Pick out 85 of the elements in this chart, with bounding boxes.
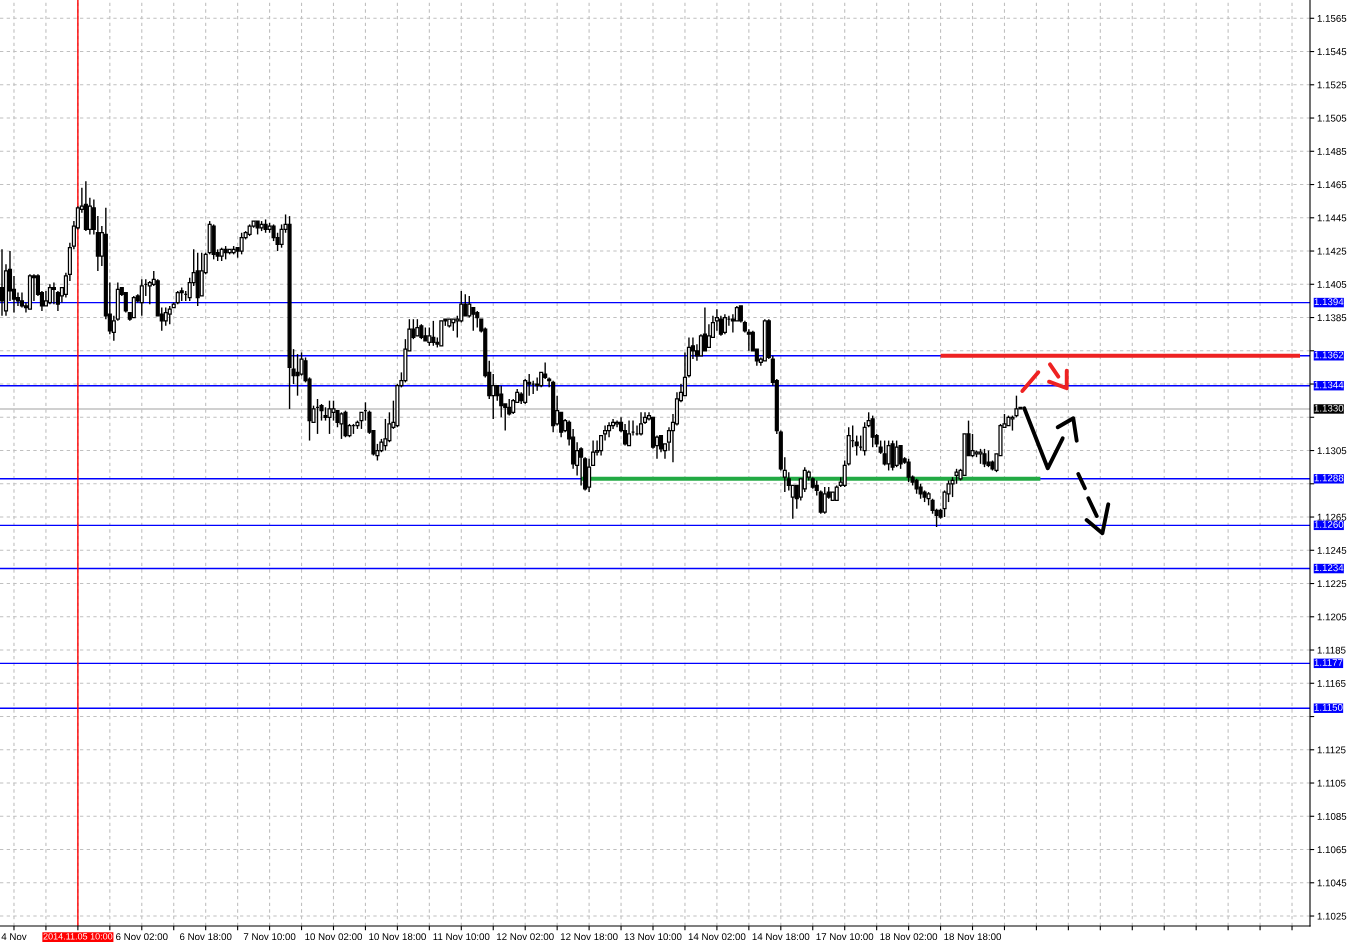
candlestick	[894, 439, 899, 468]
y-tick-label: 1.1505	[1317, 114, 1347, 122]
candlestick	[626, 419, 632, 447]
y-tick-label: 1.1165	[1317, 680, 1346, 687]
y-tick-label: 1.1225	[1317, 580, 1347, 588]
x-tick-label: 12 Nov 18:00	[560, 933, 618, 941]
candlestick	[698, 333, 703, 357]
candlestick	[239, 232, 244, 256]
y-tick-label: 1.1125	[1317, 746, 1346, 754]
candlestick	[499, 384, 504, 418]
candlestick	[970, 433, 975, 458]
y-tick-label: 1.1265	[1317, 513, 1347, 521]
y-tick-label: 1.1425	[1317, 247, 1347, 255]
candlestick	[702, 306, 707, 352]
ref-line-label: 1.1177	[1314, 659, 1343, 666]
candlestick	[890, 439, 895, 472]
candlestick	[427, 326, 432, 347]
candlestick	[886, 439, 891, 472]
y-tick-label: 1.1565	[1317, 15, 1347, 22]
x-tick-label: 7 Nov 10:00	[243, 933, 296, 941]
x-tick-label: 2014.11.05 10:00	[43, 933, 113, 940]
y-tick-label: 1.1065	[1317, 846, 1347, 854]
candlestick	[383, 418, 388, 452]
ref-line-label: 1.1362	[1314, 351, 1344, 359]
y-tick-label: 1.1245	[1317, 547, 1347, 554]
candlestick	[87, 197, 92, 236]
y-tick-label: 1.1045	[1317, 879, 1347, 887]
y-tick-label: 1.1485	[1317, 148, 1347, 155]
y-tick-label: 1.1545	[1317, 48, 1347, 56]
candlestick	[339, 411, 344, 440]
candlestick	[882, 439, 887, 467]
candlestick	[51, 281, 56, 305]
y-tick-label: 1.1205	[1317, 613, 1347, 621]
candlestick	[523, 378, 528, 405]
candlestick	[906, 458, 911, 483]
x-tick-label: 17 Nov 10:00	[816, 933, 874, 941]
y-tick-label: 1.1085	[1317, 813, 1347, 820]
x-tick-label: 6 Nov 18:00	[179, 933, 232, 941]
candlestick	[822, 486, 827, 515]
x-tick-label: 10 Nov 18:00	[369, 933, 426, 941]
x-tick-label: 18 Nov 18:00	[944, 933, 1002, 941]
y-tick-label: 1.1525	[1317, 81, 1347, 89]
candlestick	[1014, 394, 1019, 418]
x-tick-label: 18 Nov 02:00	[880, 933, 938, 941]
x-tick-label: 6 Nov 02:00	[116, 933, 168, 941]
x-tick-label: 13 Nov 10:00	[624, 933, 682, 941]
x-tick-label: 14 Nov 02:00	[688, 933, 746, 941]
candlestick	[295, 353, 300, 397]
candlestick	[870, 414, 875, 448]
ref-line-label: 1.1288	[1314, 474, 1344, 482]
y-tick-label: 1.1185	[1317, 646, 1346, 654]
candlestick	[167, 305, 172, 325]
y-tick-label: 1.1465	[1317, 181, 1347, 189]
y-tick-label: 1.1445	[1317, 214, 1347, 222]
candlestick	[431, 320, 436, 347]
candlestick	[467, 295, 472, 319]
candlestick	[722, 313, 727, 335]
candlestick	[854, 434, 859, 457]
x-tick-label: 14 Nov 18:00	[752, 933, 810, 941]
y-tick-label: 1.1105	[1317, 779, 1346, 787]
candlestick	[131, 295, 136, 319]
x-tick-label: 12 Nov 02:00	[497, 933, 554, 941]
candlestick	[982, 448, 987, 468]
x-tick-label: 11 Nov 10:00	[433, 933, 490, 941]
x-tick-label: 4 Nov	[1, 933, 27, 941]
candlestick	[331, 399, 336, 422]
ref-line-label: 1.1260	[1314, 521, 1344, 528]
candlestick	[535, 376, 540, 392]
y-tick-label: 1.1025	[1317, 912, 1347, 920]
candlestick	[163, 306, 168, 327]
ref-line-label: 1.1150	[1314, 703, 1343, 711]
candlestick	[706, 323, 711, 349]
candlestick	[579, 446, 584, 487]
ref-line-label: 1.1394	[1314, 298, 1344, 306]
y-tick-label: 1.1385	[1317, 314, 1347, 322]
y-tick-label: 1.1405	[1317, 281, 1347, 288]
candlestick	[818, 489, 823, 515]
candlestick	[343, 409, 348, 438]
ref-line-label: 1.1234	[1314, 564, 1344, 572]
ref-line-label: 1.1330	[1314, 404, 1344, 412]
x-tick-label: 10 Nov 02:00	[305, 933, 363, 941]
y-tick-label: 1.1305	[1317, 447, 1347, 455]
candlestick	[327, 399, 332, 435]
ref-line-label: 1.1344	[1314, 381, 1344, 389]
candlestick	[898, 444, 903, 470]
